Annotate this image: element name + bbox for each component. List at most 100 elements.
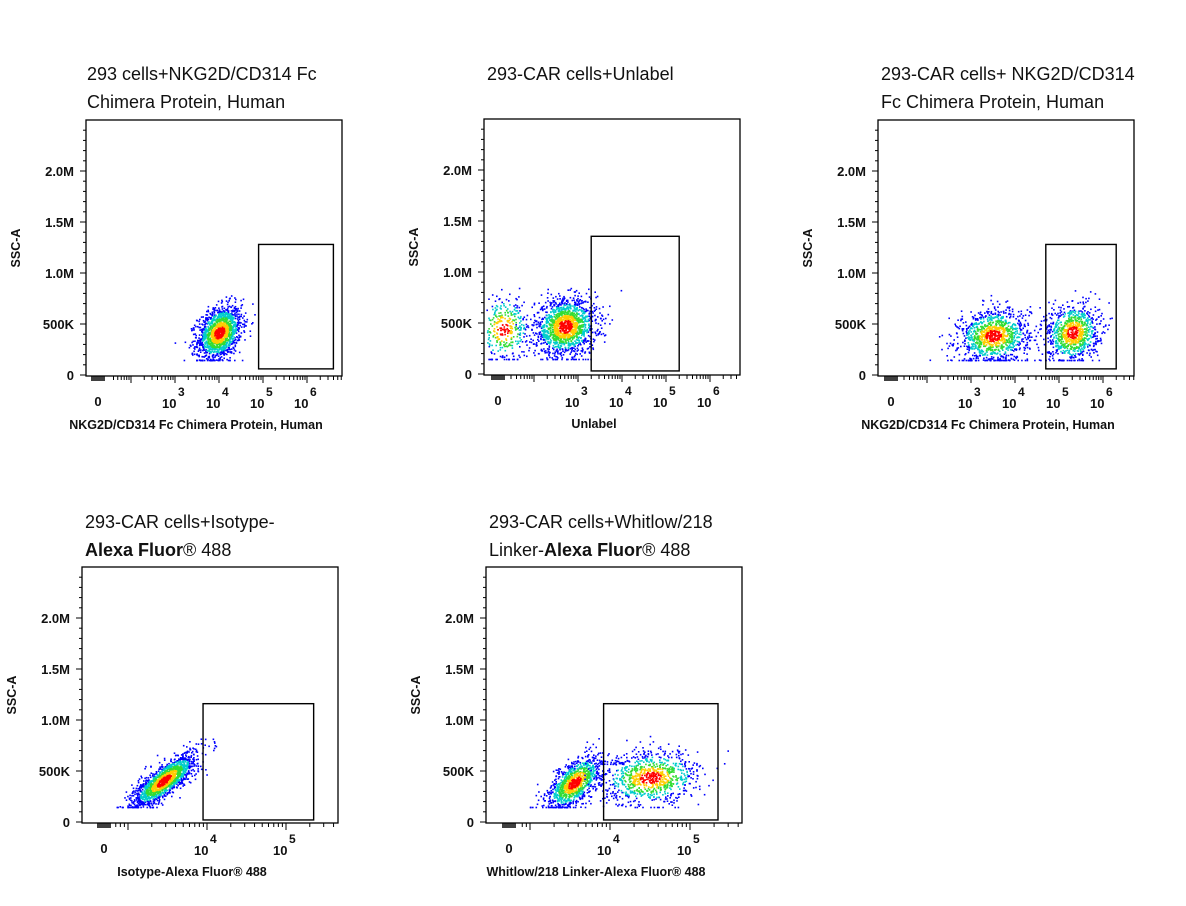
event-dot	[584, 337, 586, 340]
event-dot	[563, 303, 566, 306]
event-dot	[218, 324, 220, 327]
event-dot	[1061, 352, 1064, 354]
event-dot	[1046, 332, 1048, 335]
event-dot	[202, 349, 204, 352]
event-dot	[216, 319, 219, 321]
event-dot	[544, 301, 547, 304]
event-dot	[496, 322, 499, 324]
event-dot	[589, 318, 591, 320]
event-dot	[1003, 324, 1006, 327]
event-dot	[1003, 353, 1006, 355]
event-dot	[990, 345, 993, 348]
event-dot	[577, 326, 579, 329]
gate-rectangle[interactable]	[590, 235, 680, 372]
event-dot	[193, 329, 195, 331]
event-dot	[1012, 341, 1014, 343]
event-dot	[513, 305, 515, 307]
event-dot	[566, 322, 569, 325]
event-dot	[1024, 336, 1027, 339]
x-tick-label-exponent: 3	[178, 385, 185, 399]
event-dot	[597, 322, 600, 325]
event-dot	[493, 313, 495, 316]
event-dot	[550, 341, 552, 344]
event-dot	[554, 351, 556, 353]
event-dot	[203, 325, 206, 328]
event-dot	[996, 328, 998, 330]
event-dot	[974, 331, 976, 333]
event-dot	[523, 328, 525, 330]
event-dot	[196, 346, 199, 349]
event-dot	[226, 303, 229, 306]
event-dot	[1054, 299, 1057, 302]
event-dot	[970, 347, 972, 350]
event-dot	[970, 346, 973, 348]
event-dot	[228, 317, 231, 320]
event-dot	[572, 341, 574, 344]
event-dot	[1021, 338, 1023, 341]
event-dot	[554, 316, 557, 319]
event-dot	[563, 351, 566, 354]
event-dot	[561, 300, 563, 302]
event-dot	[580, 350, 583, 352]
event-dot	[196, 341, 199, 343]
event-dot	[212, 358, 215, 361]
event-dot	[490, 323, 492, 325]
event-dot	[552, 347, 554, 349]
event-dot	[234, 315, 237, 318]
event-dot	[963, 345, 966, 347]
event-dot	[1098, 308, 1101, 311]
event-dot	[976, 332, 979, 335]
event-dot	[1081, 359, 1083, 362]
event-dot	[555, 349, 558, 352]
event-dot	[241, 359, 244, 362]
event-dot	[567, 342, 570, 344]
event-dot	[549, 341, 551, 343]
event-dot	[510, 326, 513, 328]
event-dot	[1058, 306, 1060, 309]
event-dot	[984, 312, 986, 314]
event-dot	[538, 302, 540, 304]
event-dot	[1016, 330, 1018, 332]
event-dot	[553, 304, 556, 307]
event-dot	[230, 310, 233, 312]
event-dot	[576, 300, 578, 302]
x-tick-label-base: 10	[294, 396, 308, 411]
event-dot	[234, 328, 236, 331]
event-dot	[488, 358, 490, 361]
gate-rectangle[interactable]	[257, 243, 335, 370]
event-dot	[995, 322, 997, 325]
event-dot	[1094, 326, 1096, 328]
event-dot	[537, 338, 539, 341]
event-dot	[1005, 354, 1008, 357]
event-dot	[1088, 316, 1091, 318]
event-dot	[989, 327, 991, 330]
event-dot	[587, 358, 589, 361]
event-dot	[564, 322, 567, 324]
event-dot	[977, 357, 979, 360]
event-dot	[224, 313, 226, 316]
event-dot	[1012, 343, 1014, 346]
x-tick-label: 0	[494, 393, 501, 408]
event-dot	[223, 336, 226, 338]
event-dot	[216, 329, 218, 331]
event-dot	[227, 331, 230, 333]
event-dot	[990, 336, 992, 339]
x-tick-label-base: 10	[565, 395, 579, 410]
event-dot	[1026, 341, 1029, 344]
event-dot	[237, 321, 240, 323]
event-dot	[578, 339, 580, 342]
event-dot	[989, 337, 991, 339]
event-dot	[558, 346, 560, 349]
event-dot	[965, 321, 967, 323]
y-tick-label: 1.5M	[837, 215, 866, 230]
event-dot	[571, 358, 574, 360]
x-tick-label-exponent: 6	[310, 385, 317, 399]
event-dot	[570, 314, 573, 317]
event-dot	[982, 359, 985, 361]
event-dot	[576, 304, 579, 306]
event-dot	[996, 316, 999, 318]
event-dot	[210, 318, 213, 321]
event-dot	[997, 342, 1000, 344]
event-dot	[1108, 302, 1110, 304]
event-dot	[554, 353, 556, 355]
